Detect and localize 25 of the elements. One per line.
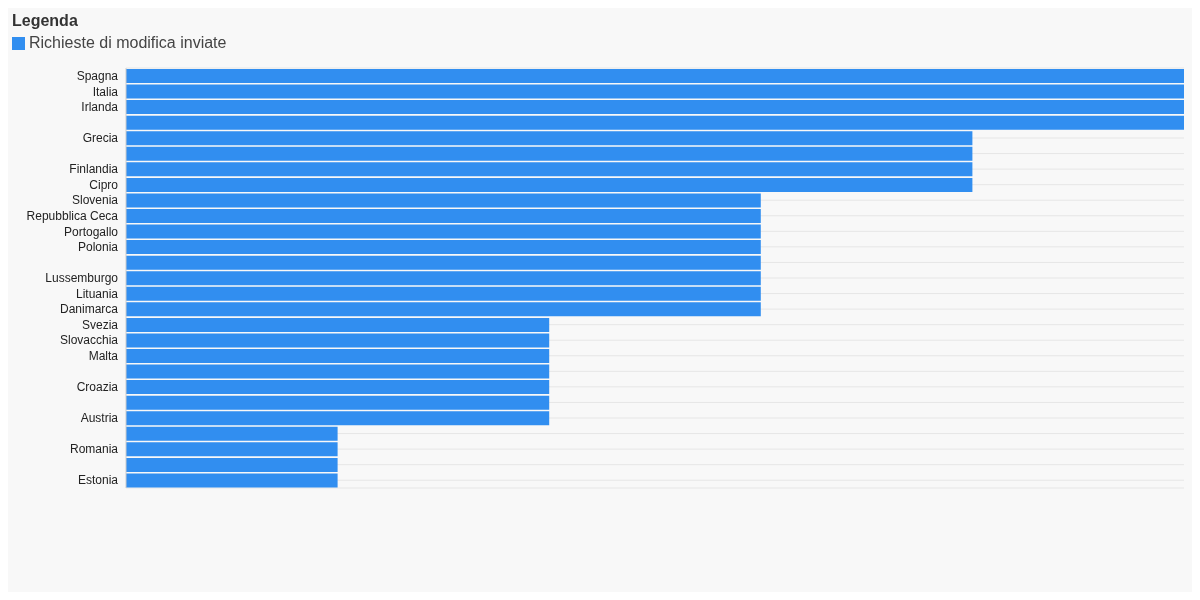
y-tick-label: Romania [69,441,119,456]
y-tick-label: Slovacchia [59,332,119,347]
bar [126,68,1184,83]
y-tick-label: Lituania [75,286,119,301]
y-tick-label: Grecia [82,130,119,145]
y-tick-label: Spagna [76,68,119,83]
y-tick-label: Irlanda [81,99,119,114]
y-tick-label: Italia [92,84,119,99]
y-tick-label: Repubblica Ceca [26,208,119,223]
y-tick-label: Cipro [89,177,119,192]
y-tick-label: Danimarca [59,301,119,316]
y-tick-label: Slovenia [71,192,119,207]
y-tick-label: Finlandia [69,161,119,176]
legend-label: Richieste di modifica inviate [29,34,227,52]
bar [126,348,550,363]
y-tick-label: Austria [80,410,119,425]
y-tick-label: Portogallo [63,224,119,239]
y-tick-label: Svezia [81,317,119,332]
y-tick-label: Lussemburgo [45,270,119,285]
legend-title: Legenda [12,12,79,30]
bar [126,208,761,223]
y-tick-label: Estonia [77,472,119,487]
y-tick-label: Polonia [77,239,119,254]
y-tick-label: Malta [88,348,119,363]
y-tick-label: Croazia [76,379,119,394]
